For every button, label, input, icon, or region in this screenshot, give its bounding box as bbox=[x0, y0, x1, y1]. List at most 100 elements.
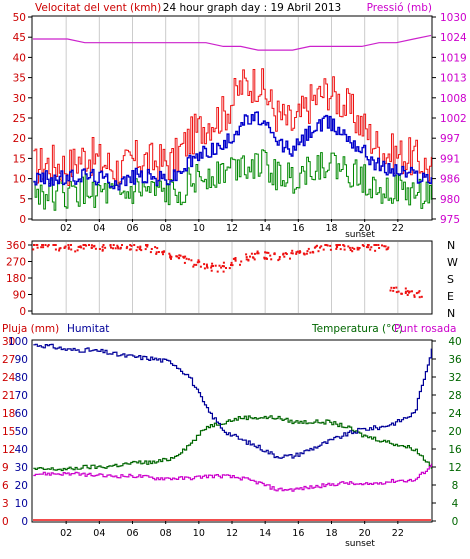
direction-point bbox=[366, 246, 368, 249]
direction-point bbox=[196, 261, 199, 264]
direction-point bbox=[377, 244, 380, 246]
wind-x-tick-label: 08 bbox=[160, 223, 172, 234]
humidity-y-tick-label: 20 bbox=[15, 480, 28, 492]
pressure-y-tick-label: 1030 bbox=[440, 12, 467, 24]
direction-point bbox=[169, 256, 172, 259]
direction-point bbox=[94, 247, 97, 250]
humidity-y-tick-label: 0 bbox=[21, 516, 28, 528]
direction-point bbox=[420, 295, 423, 298]
direction-point bbox=[40, 246, 43, 249]
direction-point bbox=[225, 267, 227, 269]
direction-point bbox=[53, 244, 56, 246]
rain-y-tick-label: 27 bbox=[2, 354, 15, 366]
direction-point bbox=[282, 253, 285, 256]
direction-point bbox=[212, 265, 214, 267]
direction-point bbox=[36, 244, 39, 246]
direction-point bbox=[129, 244, 132, 246]
dewpoint-line bbox=[33, 463, 432, 492]
temperature-y-tick-label: 8 bbox=[452, 480, 459, 492]
direction-point bbox=[245, 256, 248, 259]
direction-point bbox=[264, 251, 267, 254]
direction-point bbox=[291, 249, 294, 252]
direction-point bbox=[358, 247, 361, 249]
direction-point bbox=[295, 252, 298, 255]
humidity-y-tick-label: 50 bbox=[15, 426, 28, 438]
direction-point bbox=[170, 257, 172, 260]
compass-labels: N W S E N bbox=[447, 239, 458, 320]
direction-point bbox=[218, 264, 221, 267]
pressure-y-tick-label: 1019 bbox=[440, 52, 467, 64]
direction-point bbox=[252, 256, 255, 259]
direction-point bbox=[116, 246, 119, 249]
direction-point bbox=[239, 263, 241, 266]
direction-y-tick-label: 0 bbox=[19, 306, 26, 318]
direction-point bbox=[198, 260, 201, 263]
direction-point bbox=[256, 250, 259, 253]
direction-point bbox=[277, 259, 280, 262]
direction-point bbox=[222, 261, 225, 264]
humidity-x-tick-label: 10 bbox=[193, 528, 205, 539]
direction-point bbox=[203, 267, 206, 270]
direction-point bbox=[397, 290, 400, 293]
direction-point bbox=[395, 291, 398, 294]
direction-point bbox=[203, 263, 206, 266]
direction-point bbox=[197, 259, 200, 262]
wind-x-tick-label: 06 bbox=[126, 223, 138, 234]
pressure-y-tick-label: 1008 bbox=[440, 93, 467, 105]
direction-point bbox=[223, 265, 225, 268]
wind-y-tick-label: 40 bbox=[13, 52, 26, 64]
temperature-axis-title: Temperatura (°C) bbox=[311, 323, 403, 335]
direction-point bbox=[117, 247, 120, 250]
humidity-x-tick-label: 18 bbox=[325, 528, 337, 539]
pressure-y-tick-label: 980 bbox=[440, 194, 460, 206]
direction-point bbox=[374, 249, 377, 252]
direction-point bbox=[329, 244, 332, 247]
direction-point bbox=[154, 246, 157, 249]
direction-point bbox=[69, 244, 72, 246]
direction-point bbox=[230, 264, 232, 266]
direction-point bbox=[170, 255, 173, 258]
humidity-y-tick-label: 70 bbox=[15, 390, 28, 402]
direction-point bbox=[418, 296, 421, 299]
direction-point bbox=[52, 244, 55, 246]
humidity-line bbox=[33, 343, 432, 459]
direction-point bbox=[347, 245, 350, 248]
wind-x-tick-label: 22 bbox=[392, 223, 404, 234]
wind-y-tick-label: 45 bbox=[13, 32, 26, 44]
direction-point bbox=[116, 244, 119, 247]
direction-point bbox=[278, 258, 281, 261]
direction-point bbox=[144, 248, 147, 251]
direction-point bbox=[185, 257, 188, 260]
direction-point bbox=[192, 265, 195, 268]
direction-point bbox=[77, 245, 80, 248]
direction-point bbox=[168, 252, 171, 255]
direction-point bbox=[76, 249, 79, 252]
sunset-label-bottom: sunset bbox=[345, 539, 375, 549]
wind-y-tick-label: 20 bbox=[13, 133, 26, 145]
direction-point bbox=[319, 246, 321, 249]
direction-point bbox=[183, 261, 186, 264]
direction-point bbox=[324, 244, 327, 246]
wind-y-tick-label: 5 bbox=[19, 194, 26, 206]
direction-point bbox=[303, 253, 306, 256]
direction-point bbox=[211, 262, 214, 265]
direction-point bbox=[157, 251, 160, 253]
direction-point bbox=[375, 244, 378, 246]
direction-y-tick-label: 90 bbox=[13, 290, 26, 302]
humidity-x-tick-label: 16 bbox=[292, 528, 304, 539]
direction-point bbox=[342, 244, 345, 246]
direction-point bbox=[199, 265, 202, 268]
compass-label-n-top: N bbox=[447, 239, 455, 252]
sunset-label-top: sunset bbox=[345, 230, 375, 240]
direction-point bbox=[411, 290, 413, 293]
rain-y-tick-label: 6 bbox=[2, 480, 9, 492]
direction-point bbox=[58, 249, 61, 252]
direction-point bbox=[337, 244, 340, 246]
humidity-x-tick-label: 22 bbox=[392, 528, 404, 539]
direction-point bbox=[309, 251, 312, 254]
direction-point bbox=[357, 248, 360, 251]
direction-point bbox=[269, 254, 272, 257]
direction-point bbox=[253, 258, 256, 261]
direction-point bbox=[110, 246, 112, 249]
